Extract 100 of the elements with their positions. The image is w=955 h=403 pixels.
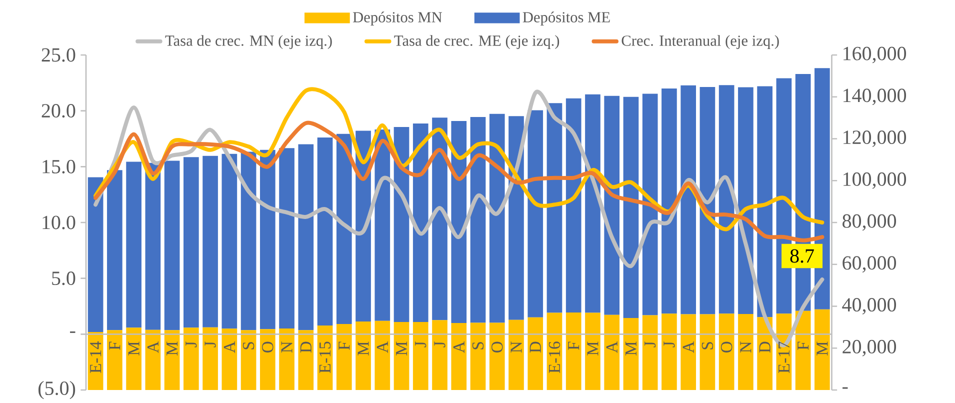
bar [814, 309, 830, 390]
y-tick-label: 25.0 [42, 48, 76, 62]
x-tick-label: A [224, 341, 235, 353]
bar [470, 322, 486, 390]
bar [202, 156, 218, 328]
bar [222, 154, 238, 329]
y2-tick-label: 140,000 [844, 88, 906, 106]
bar [470, 116, 486, 323]
x-tick-label: A [147, 341, 158, 353]
x-tick-label: D [530, 342, 541, 353]
x-tick-label: M [396, 342, 407, 356]
x-tick-label: O [492, 342, 503, 352]
bar [145, 330, 161, 390]
x-tick-label: O [262, 342, 274, 352]
x-tick-label: J [664, 341, 675, 348]
bar [700, 87, 716, 314]
y-tick-label: - [70, 331, 76, 333]
bar [528, 110, 544, 318]
y2-tick-label: 100,000 [844, 172, 906, 189]
bar [451, 323, 467, 390]
bar [164, 160, 180, 330]
bar [356, 322, 371, 390]
x-tick-label: J [186, 341, 197, 348]
x-tick-label: J [204, 341, 216, 348]
bar [508, 320, 524, 390]
legend-label: Tasa de crec. MN (eje izq.) [165, 35, 332, 49]
x-tick-label: M [816, 342, 828, 356]
x-tick-label: N [510, 341, 522, 353]
bar [260, 329, 276, 390]
bar [585, 312, 600, 390]
y2-tick-label: 160,000 [844, 46, 906, 64]
bar [642, 94, 658, 316]
x-tick-label: M [358, 342, 369, 356]
bar [680, 85, 696, 314]
bar [662, 314, 677, 390]
bar [757, 86, 772, 318]
bar [298, 330, 314, 390]
x-tick-label: F [568, 342, 580, 350]
line-series [94, 120, 824, 242]
x-tick-label: D [759, 342, 770, 353]
bar [184, 157, 199, 328]
x-tick-label: M [587, 342, 598, 356]
bar [412, 123, 428, 322]
bar [718, 314, 734, 390]
bar [107, 170, 122, 330]
annotation: 8.7 [790, 249, 814, 263]
bar [489, 322, 505, 390]
x-tick-label: M [166, 342, 178, 356]
bar [432, 118, 448, 320]
bar [202, 327, 218, 390]
bar [585, 94, 600, 313]
x-tick-label: S [702, 342, 714, 350]
bar [240, 152, 256, 330]
bar [604, 96, 620, 315]
bar [107, 330, 122, 390]
x-tick-label: J [415, 341, 426, 348]
bar [718, 85, 734, 314]
x-tick-label: E-17 [778, 342, 790, 374]
x-tick-label: A [606, 341, 618, 353]
y2-tick-label: 80,000 [842, 214, 896, 231]
bar [623, 96, 639, 318]
bar [700, 314, 716, 390]
x-tick-label: S [472, 342, 484, 350]
bar [374, 320, 390, 390]
x-tick-label: E-15 [319, 342, 331, 374]
x-tick-label: E-14 [90, 341, 102, 374]
y-tick-label: 5.0 [52, 272, 76, 286]
x-tick-label: M [626, 342, 636, 356]
x-tick-label: S [242, 342, 254, 350]
bar [566, 98, 582, 313]
bar [432, 320, 448, 390]
bar [738, 314, 754, 390]
bar [623, 318, 639, 390]
bar [88, 177, 104, 332]
legend-label: Depósitos MN [352, 12, 442, 26]
y2-tick-label: - [842, 387, 848, 389]
legend-label: Crec. Interanual (eje izq.) [622, 35, 779, 49]
bar [184, 328, 199, 390]
y-tick-label: 15.0 [42, 160, 76, 174]
bar [642, 315, 658, 390]
x-tick-label: M [128, 342, 140, 356]
x-tick-label: N [740, 341, 752, 353]
y2-tick-label: 60,000 [842, 256, 896, 273]
bar [240, 330, 256, 390]
y-tick-label: (5.0) [38, 380, 76, 400]
bar [489, 114, 505, 323]
bar [528, 317, 544, 390]
x-tick-label: F [109, 342, 120, 350]
x-tick-label: N [281, 341, 292, 353]
bar [260, 150, 276, 330]
bar [126, 162, 142, 328]
bar [222, 328, 238, 390]
y-tick-label: 10.0 [42, 216, 76, 230]
bar [680, 314, 696, 390]
x-tick-label: D [300, 342, 312, 353]
x-tick-label: F [338, 342, 350, 350]
bar [126, 328, 142, 390]
x-tick-label: J [644, 341, 656, 348]
y2-tick-label: 120,000 [844, 130, 906, 147]
bar [546, 103, 562, 313]
